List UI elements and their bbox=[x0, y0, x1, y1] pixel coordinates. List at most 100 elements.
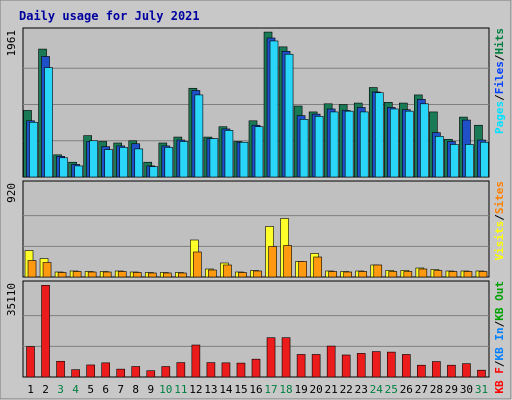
bar-kb-f bbox=[176, 362, 186, 378]
bar-pages bbox=[59, 157, 68, 178]
x-tick-label: 24 bbox=[370, 383, 384, 396]
bar-sites bbox=[208, 269, 217, 278]
x-tick-label: 7 bbox=[117, 383, 124, 396]
bar-kb-f bbox=[251, 358, 261, 378]
bar-pages bbox=[314, 116, 324, 178]
x-tick-label: 9 bbox=[147, 383, 154, 396]
bar-sites bbox=[57, 272, 67, 278]
legend-separator: / bbox=[493, 54, 506, 61]
bar-sites bbox=[448, 271, 458, 278]
bar-pages bbox=[359, 111, 369, 178]
bar-pages bbox=[269, 40, 279, 178]
bar-sites bbox=[403, 271, 413, 278]
bar-pages bbox=[389, 108, 399, 178]
bar-kb-f bbox=[206, 362, 216, 378]
bar-pages bbox=[284, 53, 294, 178]
bar-kb-f bbox=[356, 353, 366, 378]
bar-kb-f bbox=[191, 344, 201, 378]
bar-kb-f bbox=[161, 366, 171, 378]
x-tick-label: 14 bbox=[219, 383, 233, 396]
bar-pages bbox=[164, 147, 174, 178]
x-tick-label: 4 bbox=[72, 383, 79, 396]
legend-kbytes: KB F/KB In/KB Out bbox=[493, 281, 506, 394]
bar-pages bbox=[420, 103, 429, 178]
bar-pages bbox=[74, 165, 83, 178]
bar-sites bbox=[72, 271, 82, 278]
legend-visits: Visits/Sites bbox=[493, 181, 506, 261]
bar-pages bbox=[344, 110, 354, 178]
bar-kb-f bbox=[311, 354, 321, 378]
bar-pages bbox=[299, 119, 309, 178]
x-tick-label: 29 bbox=[445, 383, 458, 396]
bar-sites bbox=[433, 270, 443, 278]
legend-item: Pages bbox=[493, 101, 506, 134]
bar-sites bbox=[178, 272, 187, 278]
legend-separator: / bbox=[493, 320, 506, 327]
bar-sites bbox=[358, 271, 368, 278]
bar-kb-f bbox=[432, 361, 441, 378]
x-tick-label: 12 bbox=[189, 383, 202, 396]
bar-sites bbox=[147, 272, 157, 278]
bar-kb-f bbox=[326, 345, 336, 378]
x-tick-label: 23 bbox=[355, 383, 368, 396]
x-tick-label: 19 bbox=[294, 383, 307, 396]
chart-title: Daily usage for July 2021 bbox=[19, 9, 200, 23]
bar-kb-f bbox=[56, 360, 65, 378]
bar-sites bbox=[343, 271, 352, 278]
bar-kb-f bbox=[296, 354, 306, 378]
bar-pages bbox=[134, 148, 144, 178]
bar-pages bbox=[104, 149, 113, 178]
bar-pages bbox=[254, 126, 264, 178]
x-tick-label: 10 bbox=[159, 383, 172, 396]
x-tick-label: 26 bbox=[400, 383, 413, 396]
legend-item: KB F bbox=[493, 367, 506, 394]
legend-item: Visits bbox=[493, 221, 506, 261]
bar-sites bbox=[373, 264, 383, 278]
bar-sites bbox=[283, 245, 292, 278]
bar-sites bbox=[163, 272, 172, 278]
bar-pages bbox=[179, 141, 189, 178]
bar-sites bbox=[27, 260, 37, 278]
bar-pages bbox=[465, 144, 474, 178]
bar-pages bbox=[450, 144, 459, 178]
bar-pages bbox=[405, 110, 414, 178]
x-tick-label: 31 bbox=[475, 383, 488, 396]
bar-pages bbox=[194, 94, 204, 178]
bar-sites bbox=[478, 271, 488, 278]
x-tick-label: 11 bbox=[174, 383, 187, 396]
x-tick-label: 28 bbox=[430, 383, 443, 396]
x-tick-label: 1 bbox=[27, 383, 34, 396]
legend-hits: Pages/Files/Hits bbox=[493, 28, 506, 134]
bar-sites bbox=[193, 251, 202, 278]
legend-item: KB In bbox=[493, 327, 506, 360]
bar-sites bbox=[313, 256, 322, 278]
bar-sites bbox=[253, 270, 262, 278]
bar-sites bbox=[117, 271, 127, 278]
bar-kb-f bbox=[281, 337, 291, 378]
bar-kb-f bbox=[477, 369, 486, 378]
legend-item: KB Out bbox=[493, 281, 506, 321]
bar-sites bbox=[463, 271, 473, 278]
bar-kb-f bbox=[131, 366, 141, 378]
bar-pages bbox=[329, 111, 339, 178]
x-tick-label: 16 bbox=[249, 383, 262, 396]
bar-sites bbox=[328, 271, 337, 278]
bar-sites bbox=[298, 261, 307, 278]
legend-separator: / bbox=[493, 214, 506, 221]
x-tick-label: 18 bbox=[279, 383, 292, 396]
bar-kb-f bbox=[402, 354, 411, 378]
bar-pages bbox=[239, 141, 249, 178]
bar-kb-f bbox=[116, 368, 126, 378]
bar-pages bbox=[480, 141, 489, 178]
x-tick-label: 21 bbox=[325, 383, 338, 396]
bar-kb-f bbox=[86, 364, 95, 378]
bar-kb-f bbox=[386, 351, 396, 378]
panel-visits: 920 Visits/Sites bbox=[5, 180, 506, 278]
bar-kb-f bbox=[447, 364, 456, 378]
panel-background bbox=[22, 180, 490, 278]
bar-sites bbox=[388, 271, 398, 278]
bar-sites bbox=[223, 264, 232, 278]
bar-sites bbox=[238, 272, 247, 278]
